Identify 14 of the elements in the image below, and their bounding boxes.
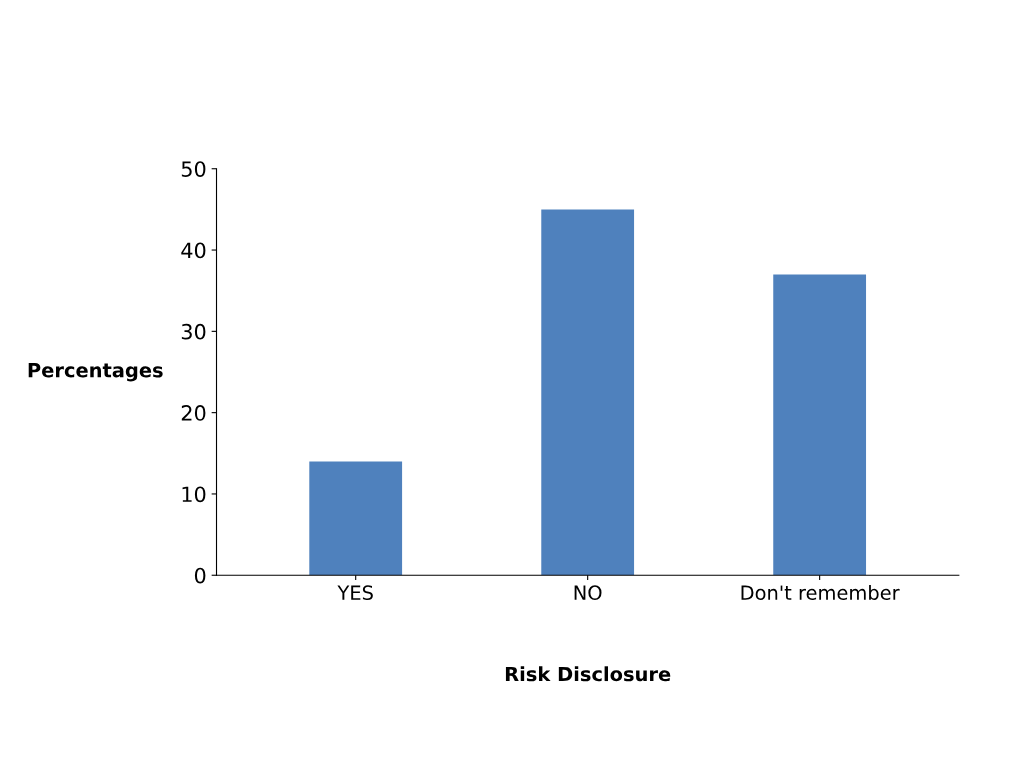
x-tick-label: NO: [574, 585, 602, 601]
y-tick-label: 0: [194, 567, 206, 584]
bar: [309, 461, 403, 576]
y-tick-label: 50: [181, 161, 206, 177]
bar: [541, 209, 635, 576]
y-axis-title: Percentages: [28, 363, 163, 382]
bar: [773, 274, 867, 576]
y-tick-label: 20: [181, 405, 206, 421]
y-tick-label: 10: [182, 486, 206, 503]
x-tick-label: YES: [337, 585, 373, 601]
y-tick-label: 40: [181, 242, 206, 259]
x-tick-label: Don't remember: [741, 584, 900, 601]
y-tick-label: 30: [181, 323, 206, 340]
x-axis-title: Risk Disclosure: [505, 666, 671, 682]
